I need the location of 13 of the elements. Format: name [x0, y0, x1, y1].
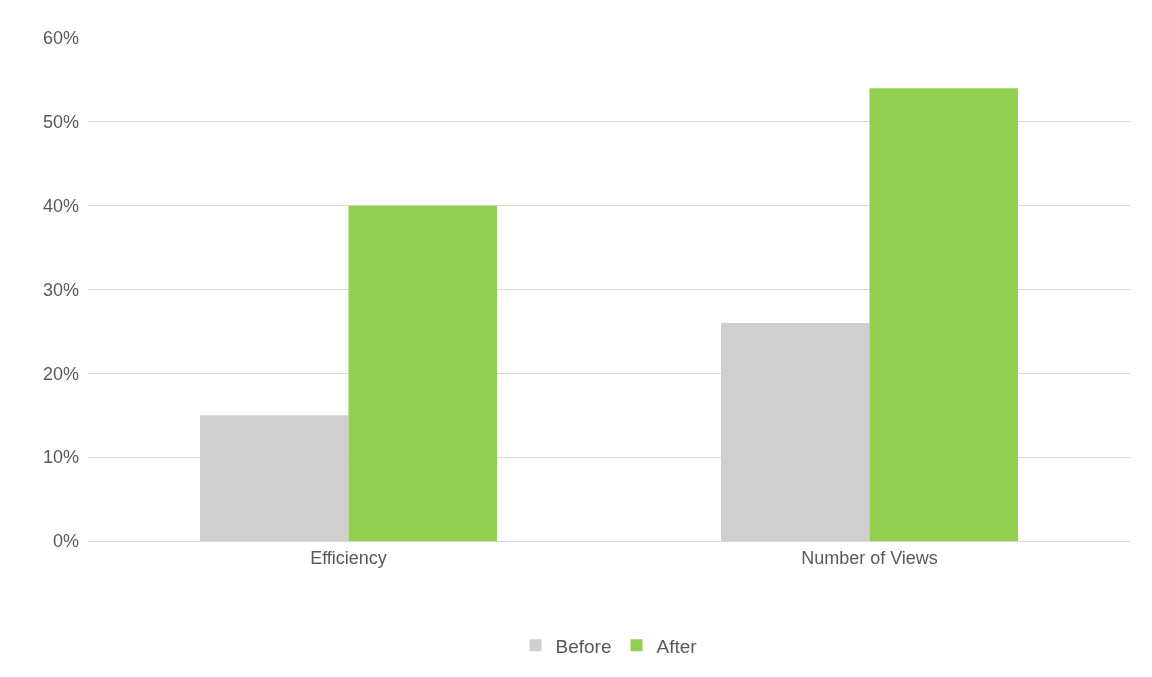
y-tick-label: 50% [42, 112, 79, 133]
y-tick-label: 20% [42, 363, 79, 384]
y-tick-label: 10% [42, 447, 79, 468]
y-tick-label: 60% [42, 28, 79, 49]
x-tick-label: Efficiency [310, 547, 387, 568]
x-tick-label: Number of Views [801, 547, 938, 568]
bar [348, 205, 497, 541]
y-tick-label: 0% [52, 531, 79, 552]
legend-label: After [656, 635, 698, 657]
bar [869, 88, 1018, 541]
y-tick-label: 40% [42, 195, 79, 216]
legend-label: Before [555, 635, 612, 657]
y-tick-label: 30% [42, 279, 79, 300]
